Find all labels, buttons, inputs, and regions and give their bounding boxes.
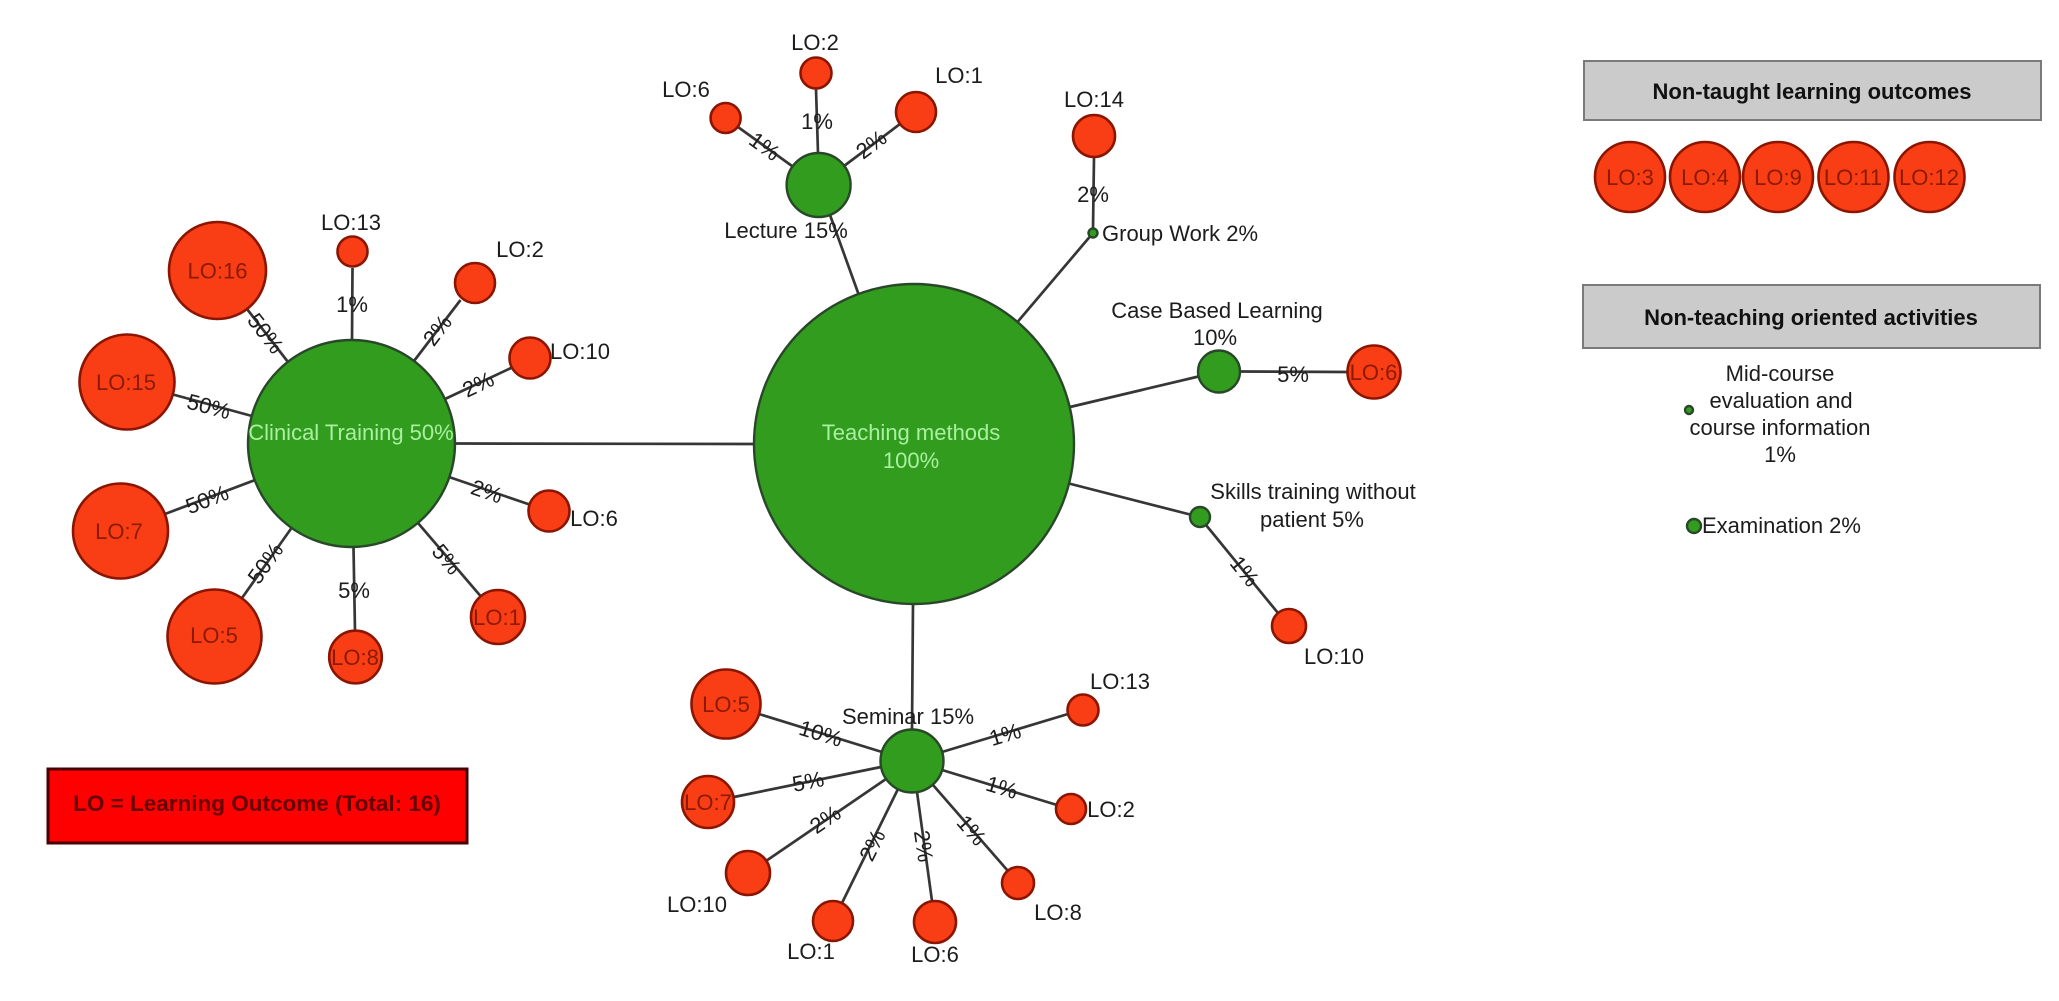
- svg-text:LO:8: LO:8: [1034, 900, 1082, 925]
- svg-text:LO:12: LO:12: [1899, 165, 1959, 190]
- svg-text:LO:5: LO:5: [702, 692, 750, 717]
- svg-text:LO:8: LO:8: [331, 645, 379, 670]
- svg-text:LO:1: LO:1: [473, 605, 521, 630]
- svg-text:LO:1: LO:1: [787, 939, 835, 964]
- svg-text:LO:16: LO:16: [188, 259, 248, 284]
- svg-text:LO:5: LO:5: [190, 623, 238, 648]
- svg-text:10%: 10%: [1193, 325, 1237, 350]
- svg-text:LO:15: LO:15: [96, 370, 156, 395]
- svg-text:evaluation and: evaluation and: [1709, 388, 1852, 413]
- svg-text:LO:1: LO:1: [935, 63, 983, 88]
- svg-text:LO:4: LO:4: [1681, 165, 1729, 190]
- svg-text:Lecture 15%: Lecture 15%: [724, 218, 848, 243]
- svg-text:LO:7: LO:7: [95, 519, 143, 544]
- svg-text:course information: course information: [1690, 415, 1871, 440]
- svg-text:LO:6: LO:6: [570, 506, 618, 531]
- svg-text:100%: 100%: [883, 448, 939, 473]
- svg-text:Skills training without: Skills training without: [1210, 479, 1415, 504]
- svg-text:LO:6: LO:6: [911, 942, 959, 967]
- svg-text:Group Work 2%: Group Work 2%: [1102, 221, 1258, 246]
- svg-text:LO:7: LO:7: [684, 790, 732, 815]
- svg-text:LO:14: LO:14: [1064, 87, 1124, 112]
- svg-text:LO:2: LO:2: [496, 237, 544, 262]
- svg-text:Non-teaching oriented activiti: Non-teaching oriented activities: [1644, 305, 1978, 330]
- svg-text:5%: 5%: [790, 766, 826, 797]
- svg-text:LO:2: LO:2: [791, 30, 839, 55]
- svg-text:LO:9: LO:9: [1754, 165, 1802, 190]
- svg-text:LO:10: LO:10: [550, 339, 610, 364]
- svg-text:LO:2: LO:2: [1087, 797, 1135, 822]
- svg-text:LO:6: LO:6: [1350, 360, 1398, 385]
- svg-text:1%: 1%: [1764, 442, 1796, 467]
- svg-text:Seminar 15%: Seminar 15%: [842, 704, 974, 729]
- svg-text:Case Based Learning: Case Based Learning: [1111, 298, 1323, 323]
- svg-text:Examination 2%: Examination 2%: [1702, 513, 1861, 538]
- svg-text:Non-taught learning outcomes: Non-taught learning outcomes: [1653, 79, 1972, 104]
- svg-text:LO:11: LO:11: [1824, 165, 1882, 190]
- svg-text:2%: 2%: [909, 829, 938, 864]
- svg-text:Teaching methods: Teaching methods: [822, 420, 1001, 445]
- svg-text:LO:3: LO:3: [1606, 165, 1654, 190]
- svg-text:LO:13: LO:13: [1090, 669, 1150, 694]
- svg-text:5%: 5%: [338, 578, 370, 603]
- svg-text:1%: 1%: [336, 292, 368, 317]
- svg-text:5%: 5%: [1277, 362, 1309, 387]
- svg-text:LO = Learning Outcome (Total:: LO = Learning Outcome (Total: 16): [73, 791, 441, 816]
- svg-text:2%: 2%: [1077, 182, 1109, 207]
- svg-text:LO:6: LO:6: [662, 77, 710, 102]
- svg-text:patient 5%: patient 5%: [1260, 507, 1364, 532]
- svg-text:LO:13: LO:13: [321, 210, 381, 235]
- svg-text:Mid-course: Mid-course: [1726, 361, 1835, 386]
- svg-text:Clinical Training 50%: Clinical Training 50%: [248, 420, 453, 445]
- svg-text:LO:10: LO:10: [667, 892, 727, 917]
- svg-text:LO:10: LO:10: [1304, 644, 1364, 669]
- svg-text:1%: 1%: [801, 109, 833, 134]
